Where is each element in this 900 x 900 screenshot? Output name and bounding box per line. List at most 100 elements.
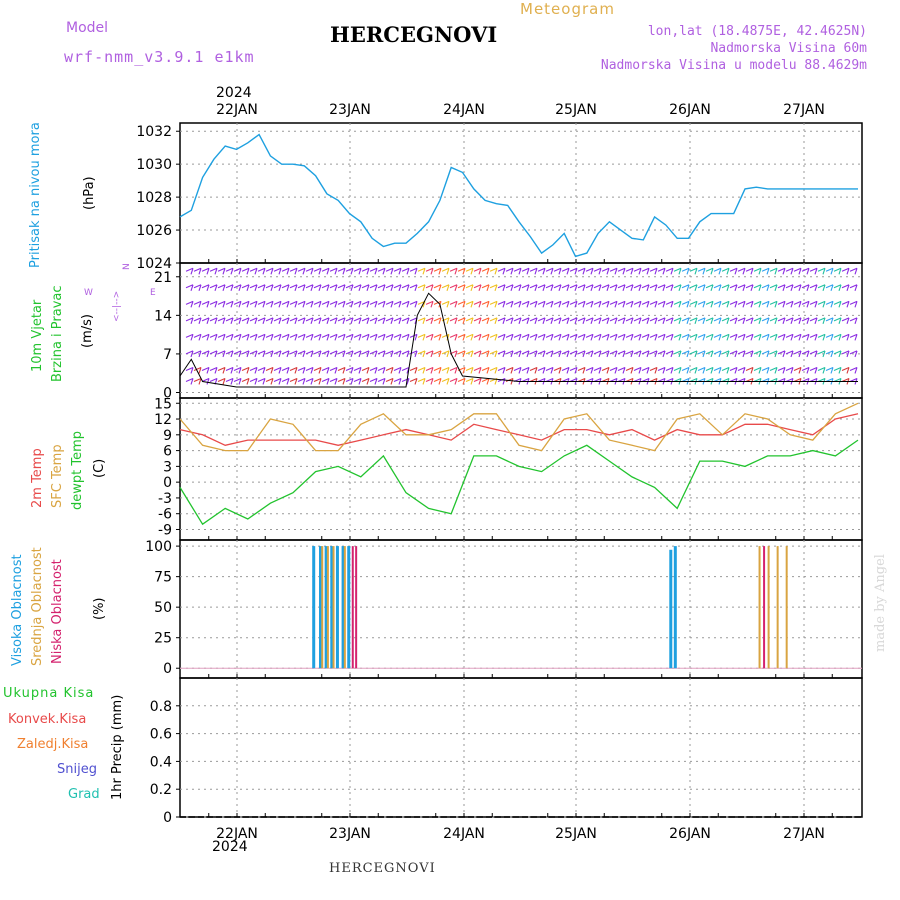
wind-barb-flag xyxy=(806,334,810,341)
wind-barb xyxy=(745,350,754,355)
wind-barb xyxy=(713,267,722,272)
wind-barb-flag xyxy=(710,317,714,325)
wind-barb xyxy=(321,317,330,322)
wind-barb-flag xyxy=(294,284,298,291)
wind-barb-flag xyxy=(710,284,714,291)
wind-barb xyxy=(417,267,426,272)
y-tick-label: 50 xyxy=(154,600,172,616)
y-tick-label: -9 xyxy=(158,522,172,538)
wind-barb xyxy=(265,333,274,338)
day-label-bottom: 26JAN xyxy=(669,826,711,842)
wind-barb-flag xyxy=(486,268,490,275)
wind-barb xyxy=(593,267,602,272)
wind-barb xyxy=(225,333,234,338)
wind-barb-flag xyxy=(318,350,322,358)
wind-barb xyxy=(609,284,618,289)
wind-barb-flag xyxy=(342,284,346,291)
wind-barb-flag xyxy=(622,367,626,374)
wind-barb-flag xyxy=(782,367,786,374)
wind-barb xyxy=(297,377,306,382)
wind-barb-flag xyxy=(702,317,706,325)
wind-barb-flag xyxy=(806,317,810,325)
wind-barb-flag xyxy=(606,367,610,374)
wind-barb-flag xyxy=(814,367,818,374)
wind-barb xyxy=(665,300,674,305)
wind-barb xyxy=(369,284,378,289)
wind-barb xyxy=(641,317,650,322)
wind-barb-flag xyxy=(230,317,234,325)
wind-barb xyxy=(433,267,442,272)
wind-barb-flag xyxy=(742,268,746,275)
wind-barb xyxy=(473,366,482,371)
wind-barb-flag xyxy=(238,350,242,358)
wind-barb xyxy=(313,284,322,289)
wind-barb xyxy=(313,300,322,305)
wind-barb xyxy=(257,300,266,305)
wind-barb xyxy=(273,284,282,289)
wind-barb xyxy=(849,333,858,338)
wind-barb-flag xyxy=(374,284,378,291)
wind-barb xyxy=(809,366,818,371)
wind-barb xyxy=(841,377,850,382)
wind-barb-flag xyxy=(614,317,618,325)
wind-barb-flag xyxy=(246,378,250,385)
wind-barb-flag xyxy=(510,367,514,374)
wind-barb xyxy=(281,350,290,355)
y-tick-label: 6 xyxy=(163,444,172,460)
wind-barb xyxy=(625,366,634,371)
wind-barb xyxy=(841,317,850,322)
wind-barb-flag xyxy=(758,334,762,341)
wind-barb xyxy=(393,317,402,322)
wind-barb xyxy=(713,350,722,355)
wind-barb-flag xyxy=(654,334,658,341)
wind-barb-flag xyxy=(278,301,282,308)
wind-barb-flag xyxy=(286,367,290,374)
wind-barb xyxy=(721,366,730,371)
wind-barb xyxy=(377,284,386,289)
wind-barb xyxy=(313,366,322,371)
meteogram-label: Meteogram xyxy=(520,0,615,18)
wind-barb-flag xyxy=(382,334,386,341)
wind-barb xyxy=(193,366,202,371)
wind-barb-flag xyxy=(710,350,714,358)
wind-barb-flag xyxy=(670,350,674,358)
wind-barb xyxy=(761,300,770,305)
wind-barb xyxy=(353,317,362,322)
wind-barb xyxy=(777,377,786,382)
wind-barb xyxy=(233,333,242,338)
wind-barb-flag xyxy=(686,284,690,291)
wind-barb-flag xyxy=(302,284,306,291)
wind-barb xyxy=(513,300,522,305)
wind-barb-flag xyxy=(614,301,618,308)
wind-barb-flag xyxy=(582,268,586,275)
wind-barb xyxy=(705,377,714,382)
wind-barb-flag xyxy=(190,301,194,308)
wind-barb-flag xyxy=(406,301,410,308)
wind-barb-flag xyxy=(526,284,530,291)
wind-barb-flag xyxy=(390,284,394,291)
wind-barb xyxy=(601,317,610,322)
wind-barb-flag xyxy=(326,301,330,308)
wind-barb xyxy=(473,333,482,338)
wind-barb xyxy=(425,377,434,382)
wind-barb xyxy=(745,333,754,338)
wind-barb xyxy=(281,284,290,289)
wind-barb xyxy=(329,366,338,371)
wind-barb xyxy=(641,267,650,272)
wind-barb-flag xyxy=(766,284,770,291)
wind-barb xyxy=(681,284,690,289)
wind-barb xyxy=(433,350,442,355)
wind-barb-flag xyxy=(622,301,626,308)
wind-barb-flag xyxy=(750,284,754,291)
wind-barb-flag xyxy=(686,334,690,341)
wind-barb-flag xyxy=(830,268,834,275)
wind-barb-flag xyxy=(734,334,738,341)
y-tick-label: 0.2 xyxy=(150,782,172,798)
wind-barb-flag xyxy=(334,317,338,325)
wind-barb-flag xyxy=(310,301,314,308)
wind-barb xyxy=(513,317,522,322)
wind-barb xyxy=(345,284,354,289)
wind-barb-flag xyxy=(838,350,842,358)
precip-label-hail: Grad xyxy=(68,787,100,802)
wind-barb xyxy=(585,350,594,355)
